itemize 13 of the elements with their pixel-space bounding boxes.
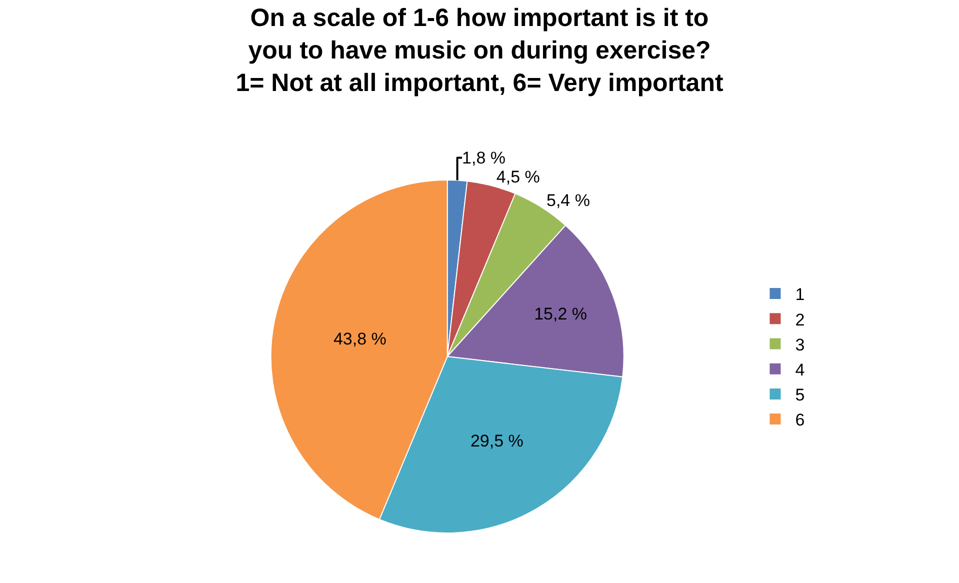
- legend-label: 3: [795, 335, 805, 354]
- data-label: 4,5 %: [496, 167, 540, 186]
- data-label: 5,4 %: [546, 191, 590, 210]
- data-label: 1,8 %: [462, 148, 506, 168]
- chart-title: On a scale of 1-6 how important is it to you to have music on during exercise? 1= Not at all important, 6= Very important: [236, 4, 724, 98]
- legend-label: 1: [795, 285, 805, 304]
- legend-label: 2: [795, 310, 805, 330]
- legend-label: 4: [795, 360, 805, 380]
- data-label: 43,8 %: [333, 330, 386, 349]
- data-label: 15,2 %: [534, 304, 588, 324]
- legend-label: 6: [795, 410, 805, 430]
- data-label: 29,5 %: [470, 432, 524, 451]
- legend-label: 5: [795, 386, 805, 405]
